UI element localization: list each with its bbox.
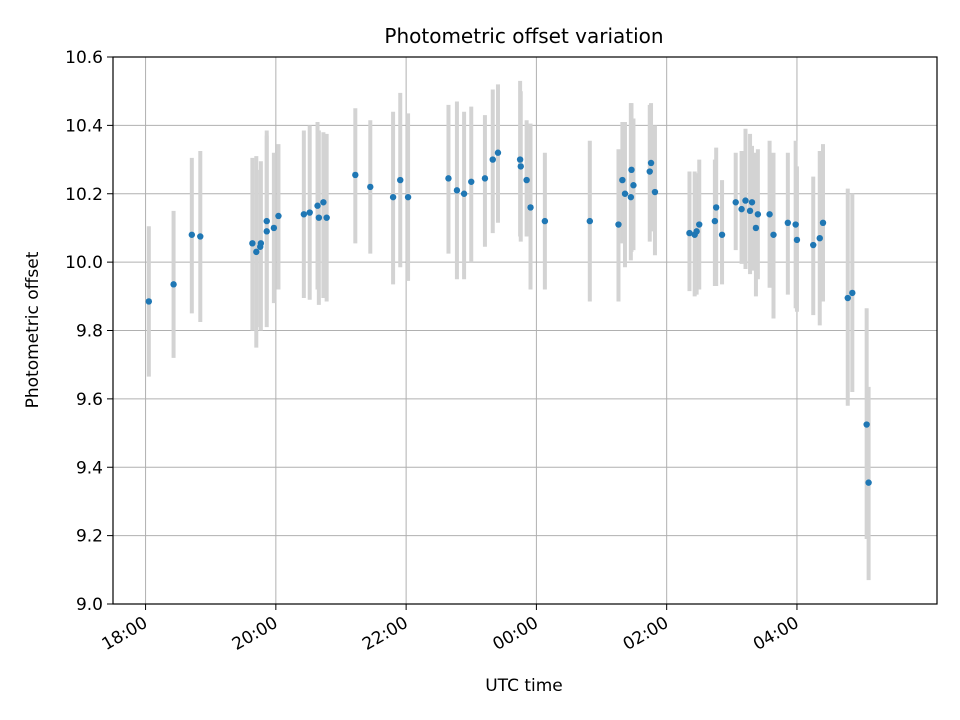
data-point — [270, 224, 278, 232]
data-point — [197, 233, 204, 240]
data-point — [627, 193, 635, 201]
data-point — [844, 294, 851, 302]
data-point — [541, 217, 549, 225]
data-point — [849, 289, 856, 297]
data-point — [742, 197, 749, 204]
data-point — [527, 204, 534, 211]
data-point — [651, 188, 659, 196]
data-point — [389, 193, 397, 201]
y-axis-ticks: 9.0 9.2 9.4 9.6 9.8 10.0 10.2 10.4 10.6 — [65, 48, 113, 615]
data-point — [746, 207, 754, 215]
y-axis-label: Photometric offset — [23, 251, 43, 408]
data-point — [816, 234, 823, 242]
y-tick-label: 10.2 — [65, 185, 103, 205]
data-point — [647, 159, 655, 167]
data-point — [754, 211, 762, 218]
data-point — [738, 205, 745, 213]
x-tick-label: 04:00 — [750, 613, 802, 655]
data-points — [145, 149, 872, 486]
x-tick-label: 20:00 — [229, 613, 281, 655]
y-tick-label: 10.6 — [65, 48, 103, 68]
data-point — [619, 176, 626, 184]
data-point — [630, 182, 637, 189]
x-axis-label: UTC time — [485, 676, 563, 696]
data-point — [306, 209, 313, 216]
data-point — [257, 243, 264, 250]
data-point — [793, 236, 801, 244]
data-point — [249, 240, 256, 247]
x-tick-label: 02:00 — [620, 613, 672, 655]
data-point — [170, 281, 177, 288]
data-point — [445, 175, 452, 182]
data-point — [810, 241, 817, 249]
data-point — [732, 199, 739, 206]
x-tick-label: 18:00 — [99, 613, 151, 655]
data-point — [367, 183, 374, 191]
y-tick-label: 9.2 — [76, 527, 103, 547]
x-axis-ticks: 18:00 20:00 22:00 00:00 02:00 04:00 — [99, 604, 802, 655]
data-point — [517, 163, 524, 170]
data-point — [748, 199, 756, 206]
y-tick-label: 9.8 — [76, 322, 103, 342]
data-point — [784, 219, 792, 227]
data-point — [453, 187, 461, 194]
y-tick-label: 10.0 — [65, 253, 103, 273]
data-point — [397, 176, 404, 184]
data-point — [253, 248, 260, 256]
data-point — [586, 217, 594, 225]
data-point — [712, 204, 720, 211]
y-tick-label: 9.0 — [76, 595, 103, 615]
data-point — [145, 298, 153, 305]
data-point — [300, 211, 308, 218]
data-point — [404, 193, 412, 201]
data-point — [352, 171, 359, 179]
data-point — [752, 224, 760, 232]
data-point — [865, 479, 872, 486]
data-point — [615, 221, 622, 228]
data-point — [263, 217, 270, 225]
data-point — [696, 221, 703, 228]
y-tick-label: 9.4 — [76, 458, 103, 478]
x-tick-label: 22:00 — [359, 613, 411, 655]
data-point — [718, 231, 726, 238]
data-point — [481, 175, 489, 182]
data-point — [523, 176, 530, 184]
data-point — [621, 190, 629, 197]
data-point — [320, 199, 327, 206]
data-point — [188, 231, 196, 238]
data-point — [516, 156, 524, 163]
data-point — [628, 166, 635, 174]
data-point — [275, 212, 282, 220]
data-point — [263, 228, 270, 235]
data-point — [460, 190, 468, 197]
data-point — [646, 168, 653, 175]
data-point — [494, 149, 502, 156]
chart-title: Photometric offset variation — [384, 24, 663, 48]
data-point — [792, 221, 799, 228]
data-point — [315, 214, 323, 221]
y-tick-label: 9.6 — [76, 390, 103, 410]
data-point — [323, 214, 330, 221]
data-point — [468, 178, 475, 185]
x-tick-label: 00:00 — [489, 613, 541, 655]
data-point — [711, 217, 719, 225]
data-point — [693, 228, 700, 235]
data-point — [819, 219, 827, 227]
data-point — [686, 229, 693, 237]
data-point — [770, 231, 777, 238]
data-point — [489, 156, 496, 163]
data-point — [863, 421, 870, 428]
y-tick-label: 10.4 — [65, 116, 103, 136]
data-point — [314, 202, 321, 209]
data-point — [766, 211, 773, 218]
